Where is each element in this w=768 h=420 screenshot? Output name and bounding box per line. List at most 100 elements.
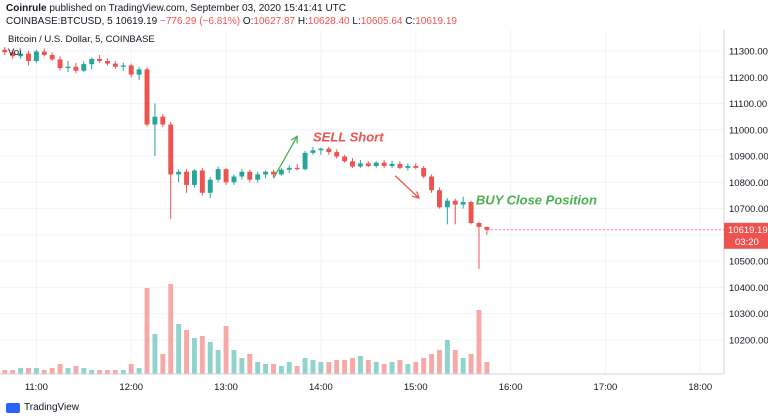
- price-tick-label: 10200.00: [729, 335, 768, 346]
- volume-bar: [389, 362, 395, 374]
- candle-body: [41, 51, 47, 55]
- time-tick-label: 12:00: [119, 382, 143, 393]
- volume-bar: [97, 370, 103, 374]
- price-tick-label: 10500.00: [729, 257, 768, 268]
- candle-body: [239, 171, 245, 177]
- volume-bar: [120, 370, 126, 374]
- candle-body: [2, 49, 8, 53]
- volume-bar: [49, 368, 55, 374]
- last-price-badge: [724, 222, 768, 249]
- candle-body: [184, 171, 189, 185]
- publish-line: Coinrule published on TradingView.com, S…: [6, 3, 346, 14]
- volume-bar: [239, 358, 245, 374]
- volume-bar: [342, 360, 348, 374]
- volume-bar: [247, 354, 253, 374]
- chart-title: Bitcoin / U.S. Dollar, 5, COINBASE: [8, 34, 155, 45]
- grid-lines: [0, 30, 724, 374]
- volume-bar: [310, 360, 316, 374]
- last-price-value: 10619.19: [115, 16, 158, 27]
- low-value: 10605.64: [360, 16, 403, 27]
- volume-bar: [397, 360, 403, 374]
- volume-bar: [144, 288, 150, 374]
- volume-label: Vol: [8, 47, 21, 58]
- volume-bar: [65, 368, 71, 374]
- candle-body: [302, 152, 308, 170]
- candle-body: [405, 166, 411, 168]
- last-price-label: 10619.19: [728, 225, 768, 236]
- arrow-head: [411, 191, 420, 199]
- volume-bar: [26, 368, 31, 374]
- candlestick-chart[interactable]: SELL Short BUY Close Position 10200.00 103…: [0, 30, 768, 398]
- candle-body: [168, 124, 174, 175]
- candle-body: [33, 51, 39, 61]
- time-axis[interactable]: 11:00 12:00 13:00 14:00 15:00 16:00 17:00 18:00: [25, 382, 712, 393]
- candle-body: [199, 170, 205, 193]
- volume-bar: [168, 284, 174, 374]
- volume-bar: [128, 364, 134, 374]
- open-label: O:: [242, 16, 254, 27]
- candle-body: [476, 223, 482, 227]
- price-tick-label: 11300.00: [729, 47, 768, 58]
- volume-bar: [444, 340, 450, 374]
- candle-body: [452, 200, 458, 205]
- candle-body: [223, 169, 229, 183]
- volume-bar: [33, 368, 39, 374]
- candle-body: [381, 162, 387, 167]
- candle-body: [18, 53, 24, 57]
- volume-bar: [215, 350, 221, 374]
- volume-bar: [199, 336, 205, 374]
- candle-body: [89, 58, 95, 65]
- low-label: L:: [352, 16, 361, 27]
- price-tick-label: 10900.00: [729, 152, 768, 163]
- volume-bar: [105, 370, 110, 374]
- volume-bar: [302, 358, 308, 374]
- price-tick-label: 10400.00: [729, 283, 768, 294]
- volume-bar: [334, 360, 340, 374]
- volume-bar: [413, 362, 419, 374]
- volume-bar: [357, 356, 363, 374]
- volume-bar: [160, 354, 166, 374]
- candle-body: [326, 148, 332, 153]
- time-tick-label: 14:00: [309, 382, 333, 393]
- volume-bar: [223, 326, 229, 374]
- candle-body: [437, 190, 442, 208]
- volume-bar: [231, 350, 237, 374]
- candle-body: [484, 226, 490, 230]
- candle-body: [444, 200, 450, 208]
- candle-body: [152, 116, 158, 125]
- volume-bar: [350, 358, 355, 374]
- close-label: C:: [405, 16, 416, 27]
- candle-body: [160, 116, 166, 125]
- candle-body: [429, 176, 435, 191]
- annotation-label: BUY Close Position: [476, 193, 597, 208]
- footer-brand: TradingView: [24, 402, 80, 413]
- candle-body: [310, 150, 316, 153]
- price-tick-label: 11100.00: [729, 99, 767, 110]
- price-tick-label: 11000.00: [729, 125, 768, 136]
- candle-body: [318, 148, 324, 151]
- volume-bar: [2, 370, 8, 374]
- volume-bar: [89, 370, 95, 374]
- candle-body: [215, 169, 221, 180]
- high-value: 10628.40: [307, 16, 350, 27]
- candle-body: [191, 170, 197, 185]
- volume-bar: [81, 368, 87, 374]
- ohlc-line: COINBASE:BTCUSD, 5 10619.19 −776.29 (−6.…: [6, 16, 457, 27]
- close-value: 10619.19: [415, 16, 457, 27]
- candle-body: [389, 163, 395, 167]
- arrow-shaft: [272, 136, 298, 179]
- arrow-head: [290, 135, 298, 144]
- candle-body: [26, 53, 31, 61]
- volume-bar: [318, 362, 324, 374]
- candle-body: [413, 166, 419, 168]
- price-tick-label: 10700.00: [729, 204, 768, 215]
- volume-bar: [184, 330, 189, 374]
- candle-body: [10, 52, 16, 57]
- volume-bar: [255, 362, 261, 374]
- candle-body: [57, 59, 63, 69]
- candle-body: [286, 167, 292, 170]
- volume-bar: [460, 358, 466, 374]
- candle-body: [271, 171, 276, 175]
- candle-body: [231, 176, 237, 183]
